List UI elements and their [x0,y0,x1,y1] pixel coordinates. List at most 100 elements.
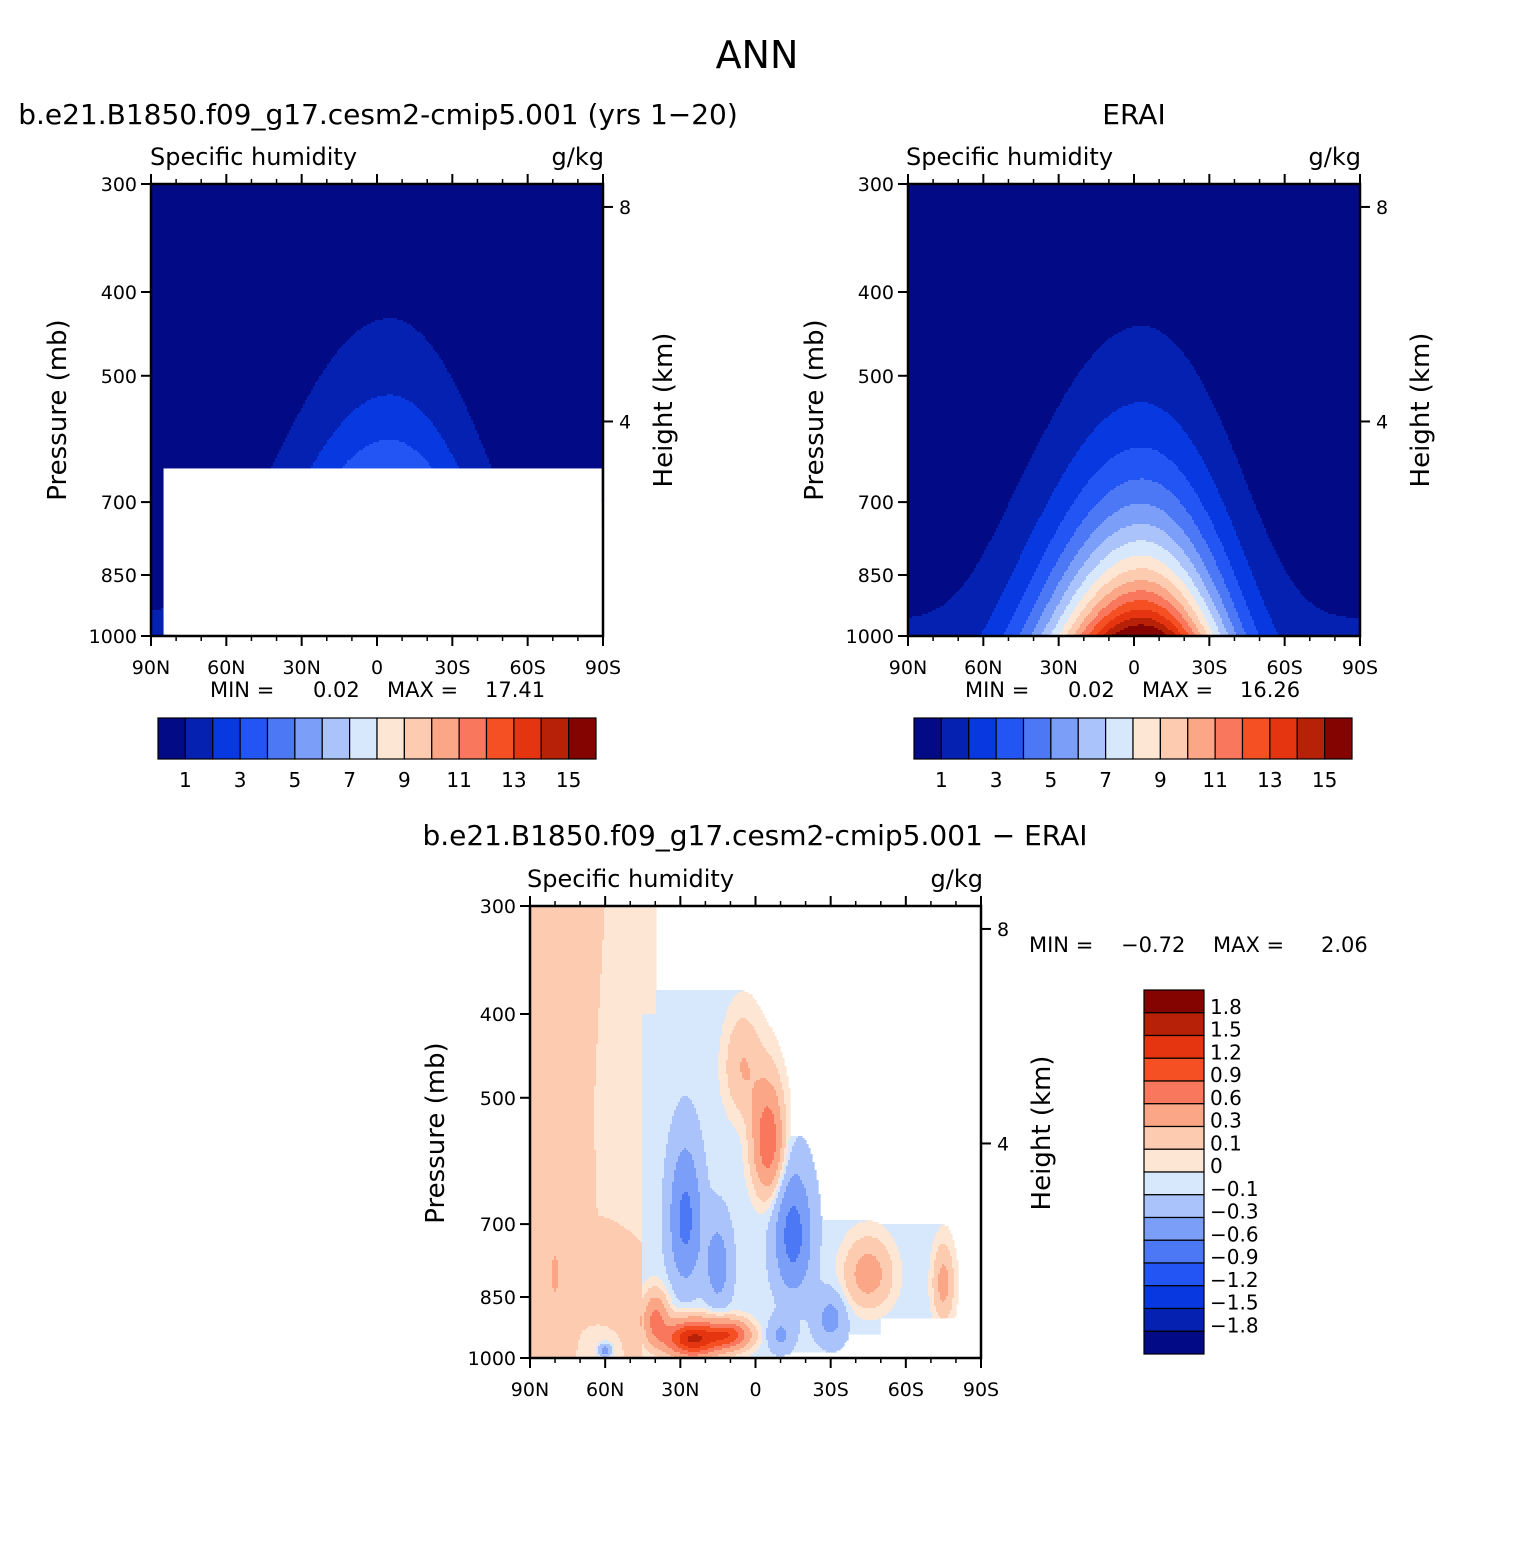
dq-cell [758,1036,777,1039]
dq-cell [778,1102,785,1105]
dq-cell [530,1096,595,1099]
dq-cell [758,1034,775,1037]
dq-cell [772,1112,781,1115]
q-cell [1156,506,1185,509]
x-tick-label: 60N [207,657,245,679]
q-cell [1034,628,1045,631]
dq-cell [530,990,601,993]
q-cell [151,262,604,265]
q-cell [1070,508,1093,511]
q-cell [443,362,604,365]
q-cell [151,208,604,211]
q-cell [1164,548,1183,551]
q-cell [908,522,1001,525]
x-tick-label: 0 [371,657,383,679]
dq-cell [752,1094,777,1097]
q-cell [1242,470,1361,473]
dq-cell [594,1116,643,1119]
q-cell [908,520,1001,523]
q-cell [1018,560,1041,563]
q-cell [1288,574,1361,577]
q-cell [1176,618,1185,621]
q-cell [1210,472,1243,475]
q-cell [1150,326,1361,329]
q-cell [1080,600,1091,603]
q-cell [1098,590,1113,593]
q-cell [1282,562,1361,565]
dq-cell [776,1094,785,1097]
dq-cell [704,1148,743,1151]
colorbar-label: 11 [446,768,471,792]
q-cell [908,216,1361,219]
q-cell [451,374,604,377]
q-cell [1056,532,1075,535]
q-cell [1222,576,1237,579]
q-cell [1098,546,1121,549]
q-cell [423,412,470,415]
q-cell [425,458,456,461]
q-cell [1018,484,1059,487]
plot-frame [906,182,1362,638]
dq-cell [728,1052,769,1055]
dq-cell [722,1034,731,1037]
q-cell [1056,564,1071,567]
q-cell [333,432,440,435]
q-cell [423,456,454,459]
q-cell [1050,598,1063,601]
dq-cell [642,1048,721,1051]
dq-cell [784,1096,791,1099]
q-cell [1210,576,1223,579]
q-cell [1220,594,1231,597]
q-cell [1240,540,1271,543]
q-cell [1034,574,1051,577]
dq-cell [696,1108,725,1111]
q-cell [301,410,354,413]
q-cell [908,352,1095,355]
q-cell [908,312,1361,315]
dq-cell [530,1176,597,1179]
q-cell [1064,574,1077,577]
q-cell [1100,576,1117,579]
q-cell [1016,488,1055,491]
q-cell [960,588,1005,591]
dq-cell [596,1166,643,1169]
dq-cell [786,1154,791,1157]
q-cell [908,304,1361,307]
q-cell [1214,404,1361,407]
q-cell [1206,566,1219,569]
q-cell [1116,562,1165,565]
dq-cell [714,1190,749,1193]
q-cell [1274,624,1361,627]
q-cell [1144,478,1187,481]
q-cell [1212,520,1233,523]
dq-cell [778,1168,783,1171]
min-value: 0.02 [1068,678,1115,702]
q-cell [982,556,1021,559]
q-cell [287,434,334,437]
dq-cell [748,1162,755,1165]
q-cell [1240,618,1253,621]
q-cell [1202,536,1219,539]
q-cell [1062,520,1083,523]
q-cell [1266,530,1361,533]
dq-cell [642,1032,723,1035]
q-cell [1088,482,1125,485]
dq-cell [642,1100,681,1103]
q-cell [908,372,1079,375]
q-cell [1096,528,1121,531]
q-cell [479,438,604,441]
q-cell [297,416,348,419]
dq-cell [706,1162,745,1165]
dq-cell [530,962,603,965]
q-cell [1038,444,1083,447]
dq-cell [530,1146,595,1149]
dq-cell [752,1088,775,1091]
q-cell [1240,542,1273,545]
dq-cell [778,1070,787,1073]
dq-cell [642,1114,675,1117]
y2-axis-label-group: Height (km) [1406,333,1436,488]
q-cell [1180,424,1223,427]
q-cell [908,384,1073,387]
q-cell [151,240,604,243]
q-cell [1196,614,1205,617]
